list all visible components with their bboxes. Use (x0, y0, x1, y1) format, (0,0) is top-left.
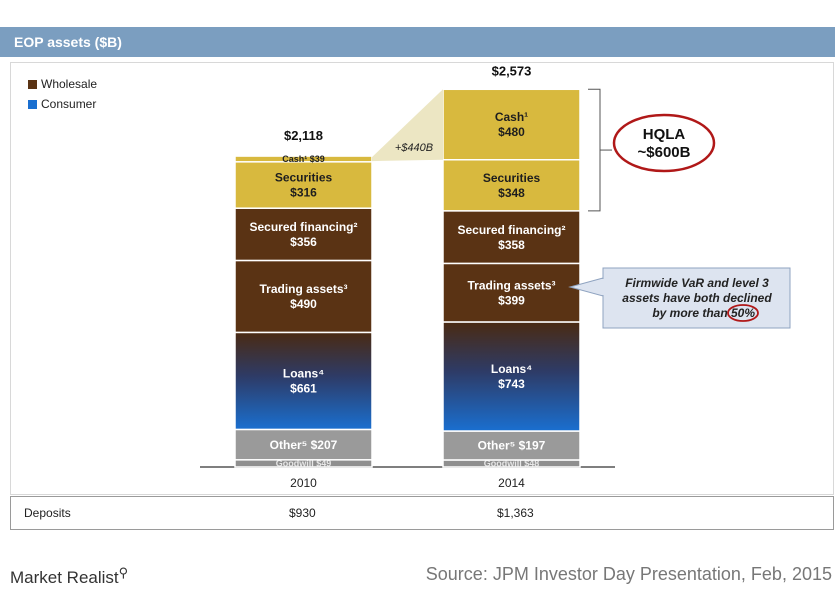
chart-panel (10, 62, 834, 495)
source-note: Source: JPM Investor Day Presentation, F… (425, 564, 832, 584)
deposits-label: Deposits (24, 506, 71, 520)
segment-label-other-2010: Other⁵ $207 (270, 438, 338, 452)
x-tick-label-2010: 2010 (290, 476, 317, 490)
segment-label-trading-2014: $399 (498, 293, 525, 307)
bar-segment-loans-2010 (234, 331, 373, 431)
bar-segment-secured-2014 (442, 210, 581, 265)
legend-item-wholesale: Wholesale (28, 77, 97, 91)
deposits-value-2014: $1,363 (497, 506, 534, 520)
segment-label-trading-2010: Trading assets³ (259, 282, 347, 296)
deposits-value-2010: $930 (289, 506, 316, 520)
magnifier-icon: ⚲ (118, 565, 129, 580)
hqla-bracket (588, 88, 601, 212)
segment-label-other-2014: Other⁵ $197 (478, 439, 546, 453)
var-callout-box (602, 267, 791, 329)
segment-label-cash-2014: $480 (498, 125, 525, 139)
var-note-line1: Firmwide VaR and level 3 (625, 276, 769, 290)
bar-segment-other-2014 (442, 430, 581, 461)
segment-label-securities-2010: Securities (275, 171, 333, 185)
segment-label-securities-2014: $348 (498, 186, 525, 200)
segment-label-cash-2014: Cash¹ (495, 110, 528, 124)
legend-label-wholesale: Wholesale (41, 77, 98, 91)
legend-swatch-wholesale (28, 80, 37, 89)
fifty-percent-circle (727, 304, 759, 322)
var-note-line3: by more than (652, 306, 727, 320)
segment-label-trading-2014: Trading assets³ (467, 278, 555, 292)
segment-label-goodwill-2014: Goodwill $48 (484, 459, 540, 469)
bar-segment-trading-2014 (442, 262, 581, 323)
bar-segment-loans-2014 (442, 321, 581, 432)
segment-label-cash-2010: Cash¹ $39 (282, 154, 325, 164)
deposits-row: Deposits $930 $1,363 (10, 496, 834, 530)
bar-segment-securities-2010 (234, 161, 373, 209)
brand-logo: Market Realist⚲ (10, 565, 128, 588)
hqla-circle (612, 113, 716, 173)
segment-label-trading-2010: $490 (290, 297, 317, 311)
growth-annotation: +$440B (395, 142, 433, 154)
bar-segment-other-2010 (234, 428, 373, 461)
total-label-2014: $2,573 (492, 63, 532, 78)
legend-label-consumer: Consumer (41, 97, 97, 111)
growth-connector (372, 89, 443, 162)
segment-label-securities-2014: Securities (483, 171, 541, 185)
segment-label-secured-2010: Secured financing² (249, 220, 357, 234)
segment-label-loans-2010: Loans⁴ (283, 367, 324, 381)
segment-label-secured-2014: Secured financing² (457, 223, 565, 237)
bar-segment-secured-2010 (234, 207, 373, 262)
segment-label-loans-2014: Loans⁴ (491, 362, 532, 376)
x-tick-label-2014: 2014 (498, 476, 525, 490)
segment-label-goodwill-2010: Goodwill $49 (276, 459, 332, 469)
segment-label-secured-2010: $356 (290, 235, 317, 249)
segment-label-secured-2014: $358 (498, 238, 525, 252)
hqla-value: ~$600B (638, 144, 691, 161)
chart-header: EOP assets ($B) (0, 27, 835, 57)
segment-label-loans-2014: $743 (498, 377, 525, 391)
bar-segment-securities-2014 (442, 158, 581, 212)
total-label-2010: $2,118 (284, 128, 323, 143)
bar-segment-cash-2014 (442, 88, 581, 161)
bar-segment-trading-2010 (234, 259, 373, 334)
brand-name: Market Realist (10, 568, 119, 587)
var-note-percent: 50% (731, 306, 755, 320)
legend-swatch-consumer (28, 100, 37, 109)
var-note-line2: assets have both declined (622, 291, 772, 305)
segment-label-loans-2010: $661 (290, 382, 317, 396)
segment-label-securities-2010: $316 (290, 186, 317, 200)
legend-item-consumer: Consumer (28, 97, 96, 111)
hqla-label: HQLA (643, 126, 686, 143)
chart-header-title: EOP assets ($B) (14, 34, 122, 50)
